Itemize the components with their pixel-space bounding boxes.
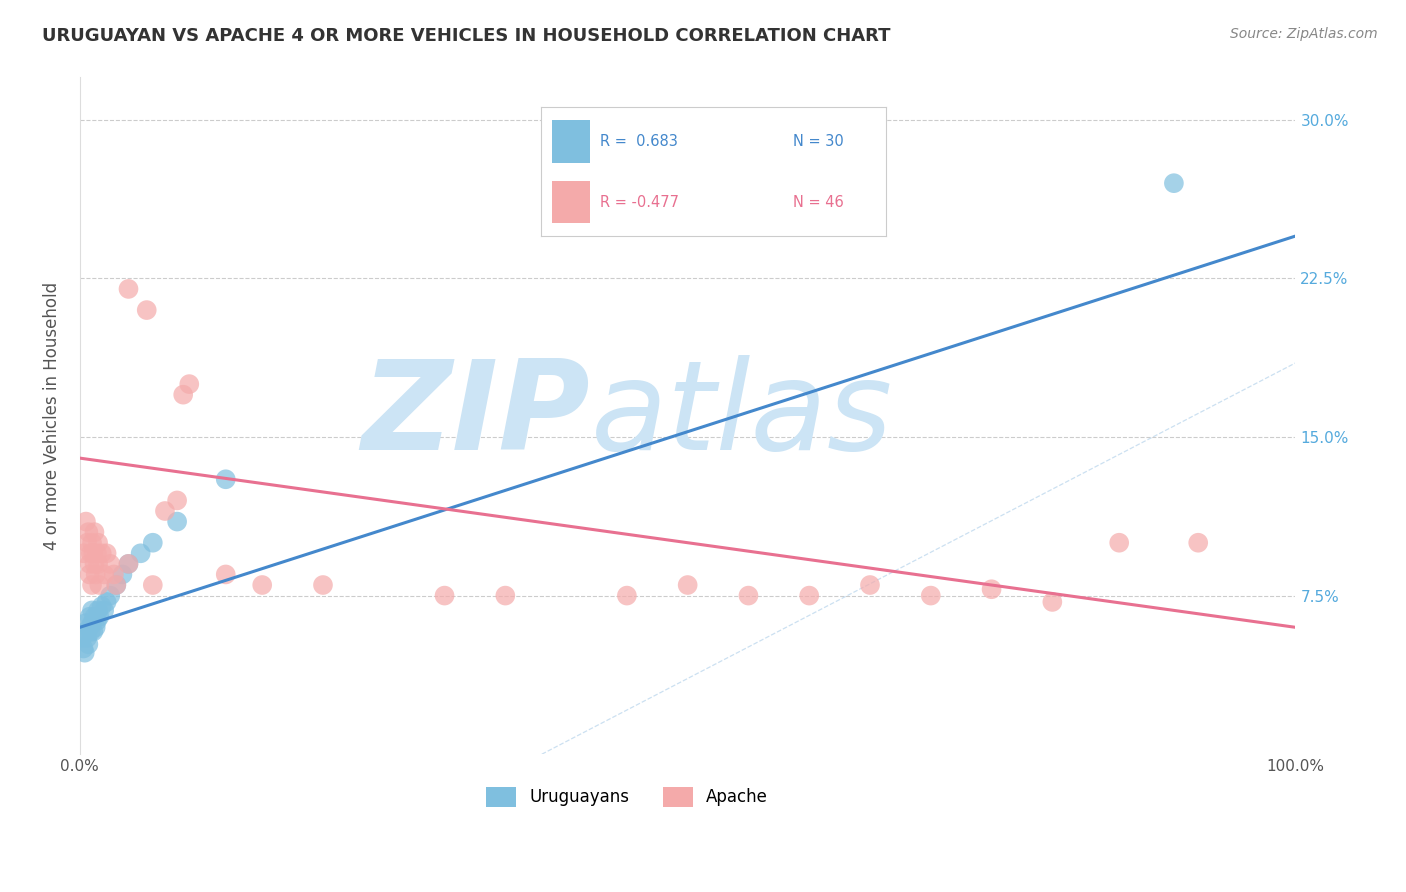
Point	[142, 535, 165, 549]
Point	[83, 557, 105, 571]
Point	[79, 620, 101, 634]
Point	[1040, 595, 1063, 609]
Point	[80, 546, 103, 560]
Point	[676, 578, 699, 592]
Point	[87, 535, 110, 549]
Point	[166, 493, 188, 508]
Point	[89, 609, 111, 624]
Point	[920, 589, 942, 603]
Point	[105, 578, 128, 592]
Point	[135, 303, 157, 318]
Point	[76, 631, 98, 645]
Point	[312, 578, 335, 592]
Legend: Uruguayans, Apache: Uruguayans, Apache	[479, 780, 775, 814]
Point	[129, 546, 152, 560]
Point	[89, 578, 111, 592]
Point	[1108, 535, 1130, 549]
Point	[86, 614, 108, 628]
Point	[90, 546, 112, 560]
Point	[494, 589, 516, 603]
Point	[93, 603, 115, 617]
Point	[84, 620, 107, 634]
Text: ZIP: ZIP	[361, 355, 591, 476]
Point	[179, 377, 201, 392]
Point	[172, 387, 194, 401]
Point	[80, 578, 103, 592]
Point	[117, 557, 139, 571]
Point	[75, 515, 97, 529]
FancyBboxPatch shape	[551, 120, 589, 162]
Point	[72, 546, 94, 560]
Point	[80, 535, 103, 549]
Point	[76, 535, 98, 549]
Point	[93, 567, 115, 582]
Point	[75, 616, 97, 631]
FancyBboxPatch shape	[551, 181, 589, 224]
Point	[84, 567, 107, 582]
Text: URUGUAYAN VS APACHE 4 OR MORE VEHICLES IN HOUSEHOLD CORRELATION CHART: URUGUAYAN VS APACHE 4 OR MORE VEHICLES I…	[42, 27, 890, 45]
Point	[215, 472, 238, 486]
Point	[799, 589, 821, 603]
Text: Source: ZipAtlas.com: Source: ZipAtlas.com	[1230, 27, 1378, 41]
Point	[82, 546, 104, 560]
Point	[250, 578, 273, 592]
Text: R = -0.477: R = -0.477	[600, 195, 679, 211]
Point	[142, 578, 165, 592]
Point	[86, 546, 108, 560]
Point	[77, 525, 100, 540]
Point	[103, 567, 125, 582]
Point	[98, 557, 121, 571]
Point	[77, 637, 100, 651]
Point	[153, 504, 176, 518]
Point	[80, 616, 103, 631]
Point	[111, 567, 134, 582]
Point	[166, 515, 188, 529]
Point	[433, 589, 456, 603]
Point	[75, 624, 97, 639]
Point	[980, 582, 1002, 597]
Text: atlas: atlas	[591, 355, 893, 476]
Text: R =  0.683: R = 0.683	[600, 135, 678, 150]
Point	[83, 525, 105, 540]
Text: N = 30: N = 30	[793, 135, 844, 150]
Point	[87, 557, 110, 571]
Point	[215, 567, 238, 582]
Point	[73, 646, 96, 660]
Point	[117, 557, 139, 571]
Point	[96, 546, 118, 560]
Text: N = 46: N = 46	[793, 195, 844, 211]
Point	[72, 631, 94, 645]
Y-axis label: 4 or more Vehicles in Household: 4 or more Vehicles in Household	[44, 282, 60, 549]
Point	[117, 282, 139, 296]
Point	[80, 603, 103, 617]
Point	[1187, 535, 1209, 549]
Point	[79, 609, 101, 624]
Point	[616, 589, 638, 603]
Point	[83, 609, 105, 624]
Point	[859, 578, 882, 592]
Point	[98, 589, 121, 603]
Point	[82, 624, 104, 639]
Point	[96, 595, 118, 609]
Point	[79, 567, 101, 582]
Point	[737, 589, 759, 603]
Point	[72, 641, 94, 656]
Point	[79, 557, 101, 571]
Point	[80, 624, 103, 639]
Point	[105, 578, 128, 592]
Point	[1163, 176, 1185, 190]
Point	[90, 599, 112, 614]
Point	[87, 603, 110, 617]
